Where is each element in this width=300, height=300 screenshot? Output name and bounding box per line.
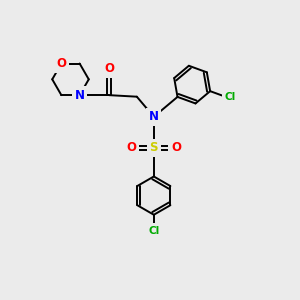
Text: N: N (75, 88, 85, 102)
Text: O: O (127, 141, 137, 154)
Text: Cl: Cl (148, 226, 160, 236)
Text: Cl: Cl (224, 92, 236, 102)
Text: N: N (149, 110, 159, 123)
Text: O: O (56, 57, 66, 70)
Text: O: O (171, 141, 181, 154)
Text: S: S (150, 141, 158, 154)
Text: O: O (104, 62, 114, 75)
